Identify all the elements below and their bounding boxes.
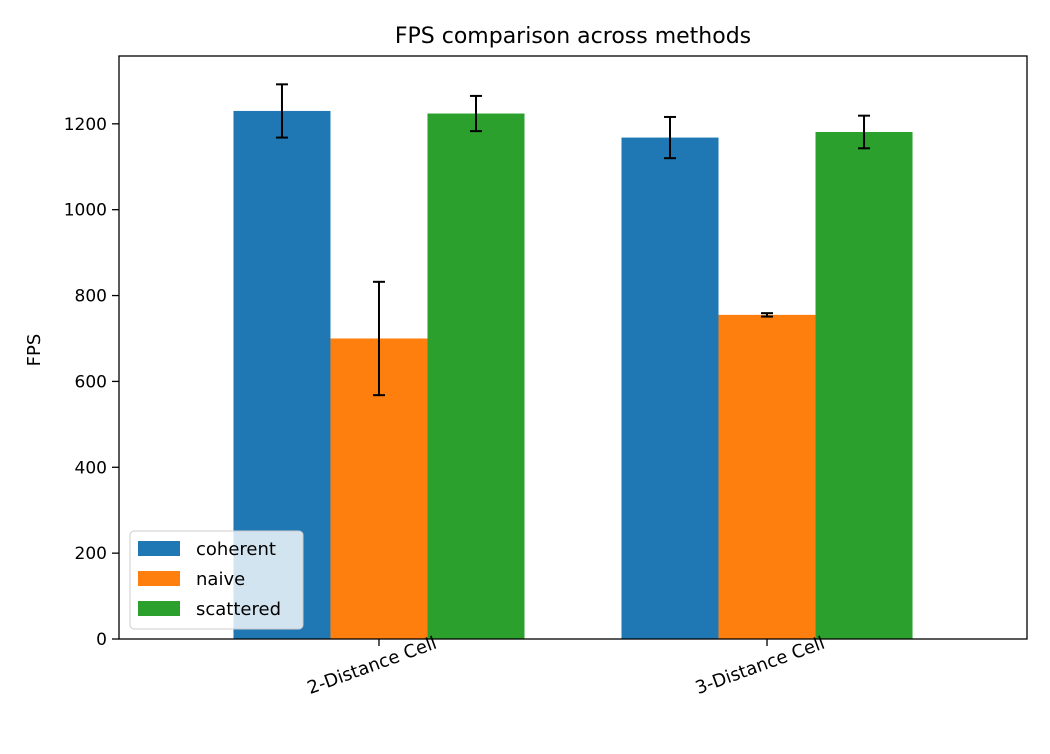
bars-layer (233, 110, 913, 640)
y-tick-label: 0 (96, 630, 107, 650)
legend: coherent naive scattered (129, 530, 304, 630)
y-tick-label: 200 (75, 544, 107, 564)
error-bar-coherent-2 (664, 115, 677, 160)
y-tick-label: 1200 (64, 115, 107, 135)
error-bar-scattered-2 (858, 114, 871, 150)
x-axis: 2-Distance Cell 3-Distance Cell (305, 633, 828, 699)
bar-scattered-1 (427, 113, 525, 640)
y-tick-label: 800 (75, 287, 107, 307)
error-bars-layer (275, 83, 871, 397)
legend-label-naive: naive (196, 569, 245, 590)
error-bar-scattered-1 (469, 94, 482, 133)
bar-coherent-2 (621, 137, 719, 639)
y-tick-label: 1000 (64, 201, 107, 221)
legend-swatch-scattered (138, 601, 180, 616)
x-tick-label: 2-Distance Cell (305, 633, 440, 699)
y-tick-label: 400 (75, 458, 107, 478)
y-axis: 0 200 400 600 800 1000 1200 (64, 115, 119, 650)
y-tick-label: 600 (75, 372, 107, 392)
legend-swatch-coherent (138, 541, 180, 556)
legend-label-scattered: scattered (196, 599, 281, 620)
x-tick-label: 3-Distance Cell (693, 633, 828, 699)
legend-swatch-naive (138, 571, 180, 586)
legend-label-coherent: coherent (196, 539, 276, 560)
chart-title: FPS comparison across methods (395, 24, 751, 49)
error-bar-naive-2 (761, 312, 774, 318)
bar-scattered-2 (815, 131, 913, 639)
plot-frame (118, 55, 1028, 640)
error-bar-coherent-1 (275, 83, 288, 139)
bar-naive-2 (718, 314, 816, 639)
y-axis-label: FPS (24, 334, 45, 367)
error-bar-naive-1 (372, 280, 385, 397)
